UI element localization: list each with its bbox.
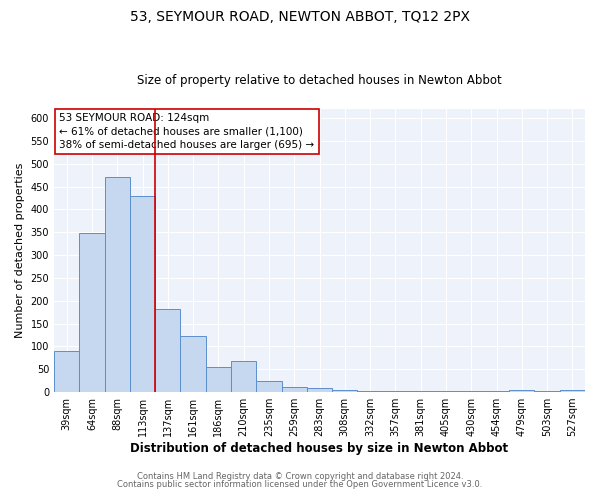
Bar bbox=[408, 391, 433, 392]
Text: Contains HM Land Registry data © Crown copyright and database right 2024.: Contains HM Land Registry data © Crown c… bbox=[137, 472, 463, 481]
Text: 53, SEYMOUR ROAD, NEWTON ABBOT, TQ12 2PX: 53, SEYMOUR ROAD, NEWTON ABBOT, TQ12 2PX bbox=[130, 10, 470, 24]
Bar bbox=[509, 390, 535, 392]
Bar bbox=[383, 391, 408, 392]
X-axis label: Distribution of detached houses by size in Newton Abbot: Distribution of detached houses by size … bbox=[130, 442, 509, 455]
Bar bbox=[155, 308, 181, 392]
Bar bbox=[358, 391, 383, 392]
Bar bbox=[458, 391, 484, 392]
Bar bbox=[433, 391, 458, 392]
Bar bbox=[560, 390, 585, 392]
Bar bbox=[281, 386, 307, 392]
Bar bbox=[231, 362, 256, 392]
Bar bbox=[206, 366, 231, 392]
Bar bbox=[130, 196, 155, 392]
Bar bbox=[181, 336, 206, 392]
Title: Size of property relative to detached houses in Newton Abbot: Size of property relative to detached ho… bbox=[137, 74, 502, 87]
Bar bbox=[79, 233, 104, 392]
Bar bbox=[484, 391, 509, 392]
Bar bbox=[104, 176, 130, 392]
Text: 53 SEYMOUR ROAD: 124sqm
← 61% of detached houses are smaller (1,100)
38% of semi: 53 SEYMOUR ROAD: 124sqm ← 61% of detache… bbox=[59, 113, 314, 150]
Bar bbox=[256, 381, 281, 392]
Bar bbox=[307, 388, 332, 392]
Bar bbox=[54, 351, 79, 392]
Bar bbox=[332, 390, 358, 392]
Y-axis label: Number of detached properties: Number of detached properties bbox=[15, 163, 25, 338]
Bar bbox=[535, 391, 560, 392]
Text: Contains public sector information licensed under the Open Government Licence v3: Contains public sector information licen… bbox=[118, 480, 482, 489]
